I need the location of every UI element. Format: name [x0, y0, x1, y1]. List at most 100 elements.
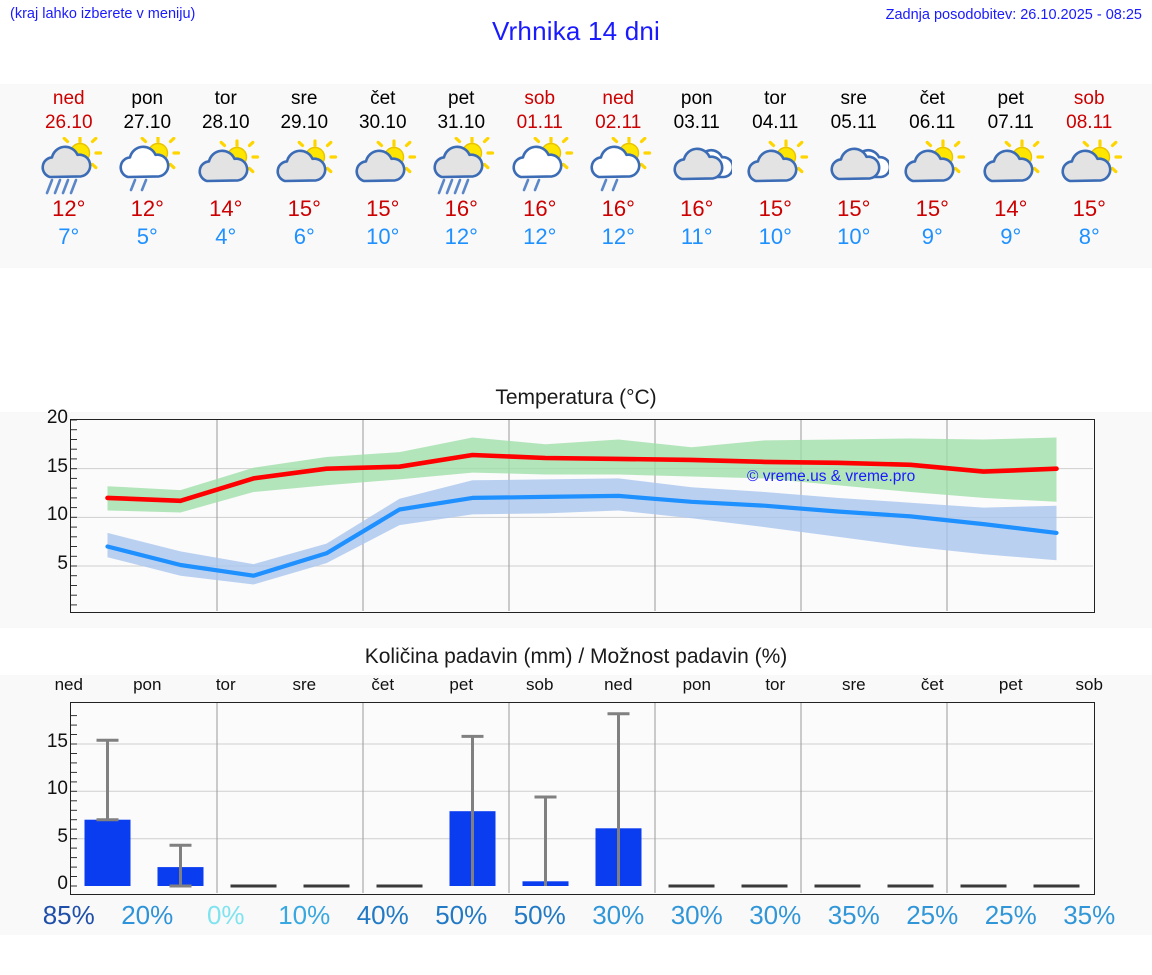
- precipitation-probability-label: 30%: [592, 900, 645, 930]
- day-name: pet: [997, 88, 1024, 109]
- day-high-temp: 16°: [444, 196, 478, 221]
- day-name: čet: [370, 88, 396, 109]
- precipitation-day-label: sob: [526, 675, 554, 694]
- day-name: sob: [524, 88, 556, 109]
- cloud-icon: [658, 137, 737, 193]
- forecast-day-column[interactable]: sre 05.11 15° 10°: [815, 84, 894, 268]
- day-date: 28.10: [201, 112, 250, 133]
- sun-cloud-rain-icon: [422, 137, 501, 195]
- forecast-day-column[interactable]: sob 01.11 16° 12°: [501, 84, 580, 268]
- forecast-day-column[interactable]: pet 07.11 14° 9°: [972, 84, 1051, 268]
- precipitation-probability-label: 20%: [121, 900, 174, 930]
- day-name: tor: [764, 88, 787, 109]
- day-name: sre: [840, 88, 867, 109]
- day-low-temp: 9°: [1000, 224, 1022, 249]
- precipitation-day-label: ned: [604, 675, 633, 694]
- sun-cloud-icon: [736, 137, 815, 193]
- precipitation-probability-label: 50%: [513, 900, 566, 930]
- day-date: 29.10: [280, 112, 329, 133]
- forecast-day-column[interactable]: tor 04.11 15° 10°: [736, 84, 815, 268]
- day-date: 01.11: [516, 112, 563, 133]
- day-low-temp: 10°: [366, 224, 400, 249]
- precipitation-y-tick-label: 5: [57, 825, 68, 847]
- precipitation-day-label: pon: [682, 675, 711, 694]
- day-date: 08.11: [1066, 112, 1113, 133]
- day-low-temp: 10°: [758, 224, 792, 249]
- day-high-temp: 15°: [287, 196, 321, 221]
- precipitation-day-label: tor: [215, 675, 236, 694]
- forecast-day-column[interactable]: tor 28.10 14° 4°: [187, 84, 266, 268]
- day-name: sre: [291, 88, 318, 109]
- forecast-day-column[interactable]: čet 06.11 15° 9°: [893, 84, 972, 268]
- day-name: sob: [1073, 88, 1105, 109]
- day-low-temp: 10°: [837, 224, 871, 249]
- sun-cloud-icon: [893, 137, 972, 193]
- sun-cloud-drizzle-icon: [501, 137, 580, 193]
- precipitation-probability-label: 25%: [984, 900, 1037, 930]
- day-high-temp: 15°: [915, 196, 949, 221]
- day-name: ned: [52, 88, 85, 109]
- forecast-day-column[interactable]: sre 29.10 15° 6°: [265, 84, 344, 268]
- temperature-y-tick-label: 5: [57, 553, 68, 574]
- forecast-day-column[interactable]: ned 26.10 12° 7°: [30, 84, 109, 268]
- precipitation-y-tick-label: 0: [57, 873, 68, 894]
- day-low-temp: 12°: [444, 224, 478, 249]
- day-low-temp: 8°: [1078, 224, 1100, 249]
- day-date: 05.11: [830, 112, 877, 133]
- day-date: 31.10: [437, 112, 486, 133]
- temperature-chart-title: Temperatura (°C): [495, 386, 657, 409]
- day-low-temp: 7°: [58, 224, 80, 249]
- day-low-temp: 12°: [523, 224, 557, 249]
- day-high-temp: 15°: [366, 196, 400, 221]
- precipitation-plot-area: [70, 702, 1095, 895]
- day-low-temp: 4°: [215, 224, 237, 249]
- day-high-temp: 12°: [130, 196, 164, 221]
- precipitation-y-tick-label: 15: [46, 731, 68, 752]
- sun-cloud-icon: [1050, 137, 1129, 193]
- day-high-temp: 16°: [601, 196, 635, 221]
- day-name: pon: [131, 88, 164, 109]
- day-low-temp: 6°: [293, 224, 315, 249]
- day-date: 06.11: [909, 112, 956, 133]
- temperature-plot-area: [70, 419, 1095, 613]
- sun-cloud-icon: [972, 137, 1051, 193]
- forecast-day-column[interactable]: pon 27.10 12° 5°: [108, 84, 187, 268]
- day-high-temp: 16°: [523, 196, 557, 221]
- day-date: 07.11: [987, 112, 1034, 133]
- forecast-day-column[interactable]: pon 03.11 16° 11°: [658, 84, 737, 268]
- precipitation-probability-label: 30%: [749, 900, 802, 930]
- cloud-icon: [815, 137, 894, 193]
- precipitation-probability-label: 25%: [906, 900, 959, 930]
- forecast-day-column[interactable]: sob 08.11 15° 8°: [1050, 84, 1129, 268]
- temperature-y-tick-label: 10: [46, 504, 68, 526]
- sun-cloud-icon: [344, 137, 423, 193]
- precipitation-chart-title: Količina padavin (mm) / Možnost padavin …: [364, 645, 788, 668]
- day-date: 02.11: [595, 112, 642, 133]
- forecast-day-column[interactable]: ned 02.11 16° 12°: [579, 84, 658, 268]
- precipitation-day-label: sre: [841, 675, 866, 694]
- precipitation-day-label: pon: [133, 675, 162, 694]
- precipitation-probability-label: 10%: [278, 900, 331, 930]
- precipitation-probability-label: 40%: [356, 900, 409, 930]
- forecast-day-column[interactable]: čet 30.10 15° 10°: [344, 84, 423, 268]
- day-high-temp: 14°: [209, 196, 243, 221]
- temperature-y-tick-label: 20: [46, 407, 68, 428]
- temperature-chart-section: Temperatura (°C) 20 15 10 5: [0, 386, 1152, 628]
- sun-cloud-drizzle-icon: [108, 137, 187, 193]
- page-header: (kraj lahko izberete v meniju) Vrhnika 1…: [0, 0, 1152, 76]
- precipitation-day-label: ned: [54, 675, 83, 694]
- page-title: Vrhnika 14 dni: [491, 16, 661, 46]
- last-update-text: Zadnja posodobitev: 26.10.2025 - 08:25: [885, 7, 1142, 23]
- forecast-day-column[interactable]: pet 31.10 16° 12°: [422, 84, 501, 268]
- day-name: pet: [448, 88, 475, 109]
- sun-cloud-rain-icon: [30, 137, 109, 195]
- day-date: 04.11: [752, 112, 799, 133]
- sun-cloud-drizzle-icon: [579, 137, 658, 193]
- day-low-temp: 11°: [680, 224, 713, 249]
- precipitation-probability-label: 35%: [827, 900, 880, 930]
- day-date: 27.10: [123, 112, 172, 133]
- copyright-text: © vreme.us & vreme.pro: [747, 468, 916, 485]
- precipitation-y-tick-label: 10: [46, 778, 68, 800]
- precipitation-day-label: pet: [998, 675, 1023, 694]
- day-high-temp: 12°: [52, 196, 86, 221]
